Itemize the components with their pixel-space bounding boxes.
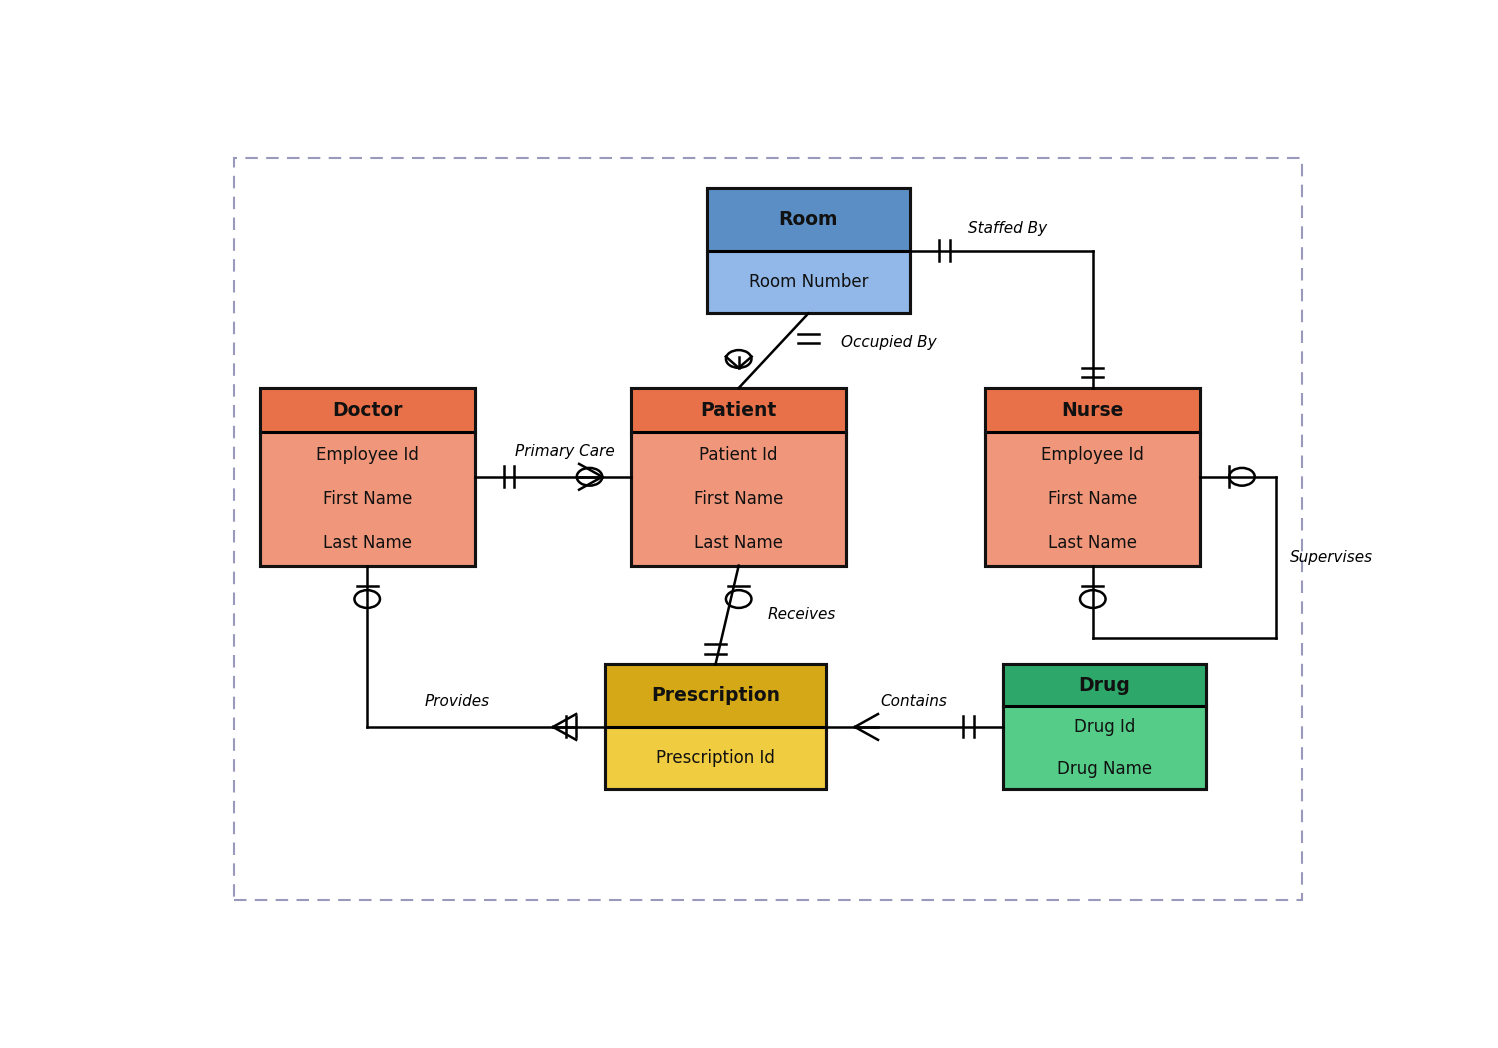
Bar (707, 189, 909, 313)
Text: Drug: Drug (1079, 676, 1131, 695)
Text: Room: Room (779, 210, 837, 230)
Text: Patient Id: Patient Id (700, 445, 777, 463)
Text: Supervises: Supervises (1290, 550, 1372, 565)
Bar (259, 388, 475, 433)
Bar (259, 388, 475, 566)
Bar (986, 388, 1200, 566)
Bar (1002, 664, 1206, 789)
Bar (986, 388, 1200, 433)
Text: Last Name: Last Name (322, 534, 412, 552)
Bar (707, 189, 909, 313)
Bar (631, 388, 846, 433)
Text: Doctor: Doctor (333, 400, 403, 419)
Text: Provides: Provides (425, 694, 490, 709)
Text: Drug Name: Drug Name (1056, 760, 1152, 778)
Bar (1002, 664, 1206, 706)
Text: First Name: First Name (694, 490, 783, 508)
Bar (631, 388, 846, 566)
Text: Patient: Patient (701, 400, 777, 419)
Text: Primary Care: Primary Care (515, 444, 614, 459)
Text: Prescription Id: Prescription Id (656, 749, 774, 767)
Text: Prescription: Prescription (652, 686, 780, 705)
Bar (259, 388, 475, 566)
Bar (605, 664, 825, 789)
Bar (605, 664, 825, 789)
Text: Nurse: Nurse (1062, 400, 1124, 419)
Bar (986, 388, 1200, 566)
Bar (1002, 664, 1206, 789)
Text: Last Name: Last Name (1049, 534, 1137, 552)
Bar (605, 664, 825, 727)
Bar (631, 388, 846, 566)
Text: Employee Id: Employee Id (316, 445, 418, 463)
Text: First Name: First Name (322, 490, 412, 508)
Text: Room Number: Room Number (749, 274, 869, 291)
Text: Staffed By: Staffed By (968, 221, 1047, 236)
Text: Last Name: Last Name (694, 534, 783, 552)
Text: Contains: Contains (881, 694, 948, 709)
Text: Receives: Receives (767, 608, 836, 623)
Text: Employee Id: Employee Id (1041, 445, 1144, 463)
Text: First Name: First Name (1049, 490, 1137, 508)
Text: Occupied By: Occupied By (840, 335, 936, 350)
Bar (707, 189, 909, 250)
Text: Drug Id: Drug Id (1074, 718, 1135, 736)
